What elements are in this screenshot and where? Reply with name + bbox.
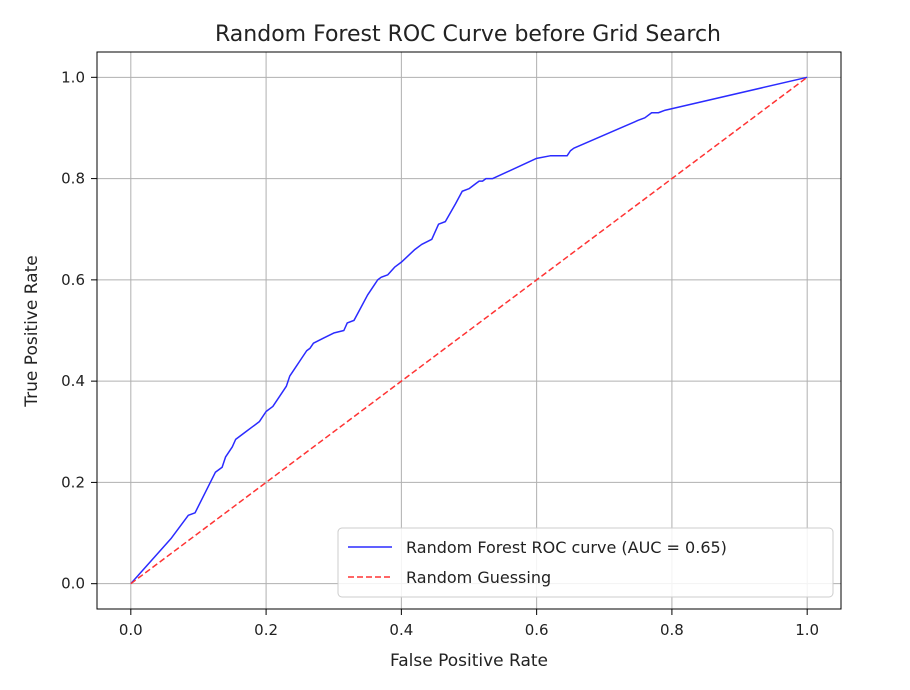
- x-tick-label: 0.2: [254, 621, 278, 639]
- legend-label-roc: Random Forest ROC curve (AUC = 0.65): [406, 538, 727, 557]
- x-tick-label: 0.8: [660, 621, 684, 639]
- plot-frame: [96, 51, 842, 610]
- axis-ticks: 0.0 0.2 0.4 0.6 0.8 1.0 0.0 0.2 0.4 0.6 0.8 1.0: [61, 68, 819, 639]
- roc-curve-line: [130, 76, 808, 585]
- random-guessing-line: [130, 76, 808, 585]
- y-tick-label: 0.2: [61, 473, 85, 491]
- legend-label-random: Random Guessing: [406, 568, 551, 587]
- legend: Random Forest ROC curve (AUC = 0.65) Ran…: [337, 527, 834, 598]
- x-tick-label: 0.0: [119, 621, 143, 639]
- legend-box: [337, 527, 834, 598]
- y-tick-label: 0.0: [61, 575, 85, 593]
- x-tick-label: 0.4: [389, 621, 413, 639]
- y-tick-label: 0.4: [61, 372, 85, 390]
- y-tick-label: 1.0: [61, 68, 85, 86]
- y-tick-label: 0.8: [61, 170, 85, 188]
- x-tick-label: 1.0: [795, 621, 819, 639]
- y-axis-label: True Positive Rate: [22, 255, 42, 407]
- y-tick-label: 0.6: [61, 271, 85, 289]
- x-axis-label: False Positive Rate: [390, 651, 548, 671]
- plot-series: [130, 76, 808, 585]
- x-tick-label: 0.6: [525, 621, 549, 639]
- grid-lines: [97, 52, 841, 609]
- chart-title: Random Forest ROC Curve before Grid Sear…: [215, 22, 721, 47]
